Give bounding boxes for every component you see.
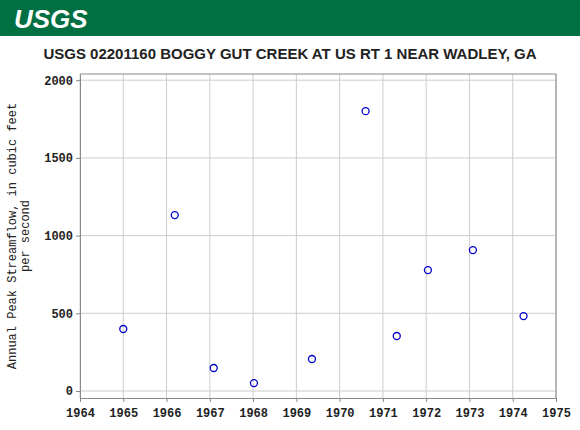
y-axis-line bbox=[80, 75, 81, 399]
x-tick: 1968 bbox=[239, 398, 268, 421]
points bbox=[120, 108, 527, 387]
grid-line-y bbox=[80, 235, 556, 236]
y-tick: 2000 bbox=[44, 75, 80, 89]
x-tick-mark bbox=[296, 398, 297, 402]
x-tick-label: 1968 bbox=[239, 407, 268, 421]
y-tick-label: 1000 bbox=[44, 230, 73, 244]
y-tick: 0 bbox=[66, 385, 80, 399]
logo: USGS bbox=[14, 4, 88, 34]
grid-line-y bbox=[80, 391, 556, 392]
x-tick: 1966 bbox=[153, 398, 182, 421]
x-tick-mark bbox=[340, 398, 341, 402]
x-tick-label: 1966 bbox=[153, 407, 182, 421]
x-tick: 1972 bbox=[412, 398, 441, 421]
point bbox=[424, 267, 431, 274]
x-tick-label: 1972 bbox=[412, 407, 441, 421]
point bbox=[520, 313, 527, 320]
y-tick-label: 0 bbox=[66, 385, 73, 399]
grid bbox=[80, 74, 556, 398]
x-tick: 1965 bbox=[109, 398, 138, 421]
y-tick-label: 2000 bbox=[44, 75, 73, 89]
y-tick-mark bbox=[76, 158, 80, 159]
frame bbox=[556, 74, 557, 398]
x-tick-mark bbox=[426, 398, 427, 402]
x-tick-mark bbox=[80, 398, 81, 402]
x-tick-label: 1971 bbox=[369, 407, 398, 421]
point bbox=[308, 355, 315, 362]
y-axis-title: per second bbox=[19, 200, 33, 272]
x-tick: 1964 bbox=[66, 398, 95, 421]
y-tick-mark bbox=[76, 391, 80, 392]
point bbox=[469, 247, 476, 254]
x-tick-mark bbox=[556, 398, 557, 402]
grid-line-y bbox=[80, 80, 556, 81]
x-tick-mark bbox=[123, 398, 124, 402]
y-tick-mark bbox=[76, 80, 80, 81]
x-tick-label: 1965 bbox=[109, 407, 138, 421]
y-tick: 1000 bbox=[44, 230, 80, 244]
x-tick: 1971 bbox=[369, 398, 398, 421]
x-tick-mark bbox=[513, 398, 514, 402]
x-tick-label: 1964 bbox=[66, 407, 95, 421]
title: USGS 02201160 BOGGY GUT CREEK AT US RT 1… bbox=[43, 45, 536, 62]
point bbox=[171, 212, 178, 219]
x-tick-mark bbox=[383, 398, 384, 402]
x-tick-mark bbox=[469, 398, 470, 402]
point bbox=[210, 365, 217, 372]
x-tick: 1975 bbox=[542, 398, 571, 421]
y-tick: 1500 bbox=[44, 152, 80, 166]
y-tick-label: 500 bbox=[51, 308, 73, 322]
x-tick-mark bbox=[253, 398, 254, 402]
x-tick: 1973 bbox=[456, 398, 485, 421]
y-tick-mark bbox=[76, 236, 80, 237]
chart: USGS USGS 02201160 BOGGY GUT CREEK AT US … bbox=[0, 0, 580, 430]
y-axis-title: Annual Peak Streamflow, in cubic feet bbox=[6, 103, 20, 369]
y-tick-mark bbox=[76, 313, 80, 314]
x-axis-line bbox=[81, 398, 557, 399]
y-tick-label: 1500 bbox=[44, 152, 73, 166]
x-axis: 1964 1965 1966 1967 1968 1969 1970 1971 1972 1973… bbox=[66, 398, 571, 421]
x-tick: 1969 bbox=[282, 398, 311, 421]
x-tick-label: 1973 bbox=[456, 407, 485, 421]
x-tick-label: 1969 bbox=[282, 407, 311, 421]
x-tick-mark bbox=[210, 398, 211, 402]
point bbox=[393, 332, 400, 339]
x-tick: 1974 bbox=[499, 398, 528, 421]
point bbox=[120, 326, 127, 333]
grid-line-y bbox=[80, 157, 556, 158]
frame bbox=[80, 74, 556, 75]
x-tick-label: 1974 bbox=[499, 407, 528, 421]
x-tick: 1967 bbox=[196, 398, 225, 421]
y-tick: 500 bbox=[51, 308, 80, 322]
x-tick-label: 1967 bbox=[196, 407, 225, 421]
x-tick-label: 1970 bbox=[326, 407, 355, 421]
grid-line-x bbox=[556, 74, 557, 398]
y-axis: 0 500 1000 1500 2000 bbox=[44, 75, 80, 400]
point bbox=[362, 108, 369, 115]
x-tick: 1970 bbox=[326, 398, 355, 421]
point bbox=[250, 380, 257, 387]
x-tick-label: 1975 bbox=[542, 407, 571, 421]
header-band bbox=[0, 0, 580, 36]
grid-line-y bbox=[80, 313, 556, 314]
x-tick-mark bbox=[167, 398, 168, 402]
